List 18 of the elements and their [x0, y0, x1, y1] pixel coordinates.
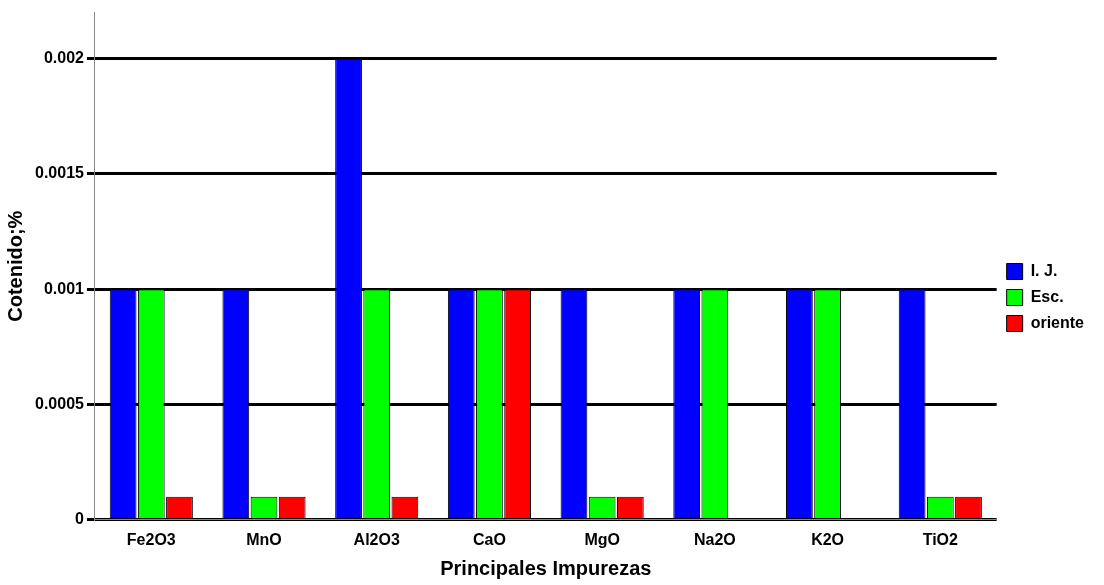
x-tick-label: Fe2O3	[126, 530, 176, 548]
y-tick-label: 0.0005	[35, 394, 85, 412]
y-tick-label: 0.002	[43, 49, 85, 67]
y-tick-label: 0	[75, 510, 85, 528]
x-tick-label: MnO	[246, 530, 282, 548]
x-tick-label: TiO2	[922, 530, 959, 548]
legend-label: oriente	[1030, 313, 1085, 331]
x-tick-label: K2O	[811, 530, 845, 548]
x-tick-label: CaO	[472, 530, 506, 548]
x-tick-label: Na2O	[693, 530, 736, 548]
x-tick-label: Al2O3	[353, 530, 400, 548]
legend-label: I. J.	[1030, 261, 1058, 279]
legend-label: Esc.	[1030, 287, 1064, 305]
x-axis-title: Principales Impurezas	[440, 556, 652, 579]
y-tick-label: 0.0015	[35, 164, 85, 182]
y-axis-title: Cotenido;%	[3, 210, 26, 322]
x-tick-label: MgO	[584, 530, 620, 548]
y-tick-label: 0.001	[43, 279, 85, 297]
